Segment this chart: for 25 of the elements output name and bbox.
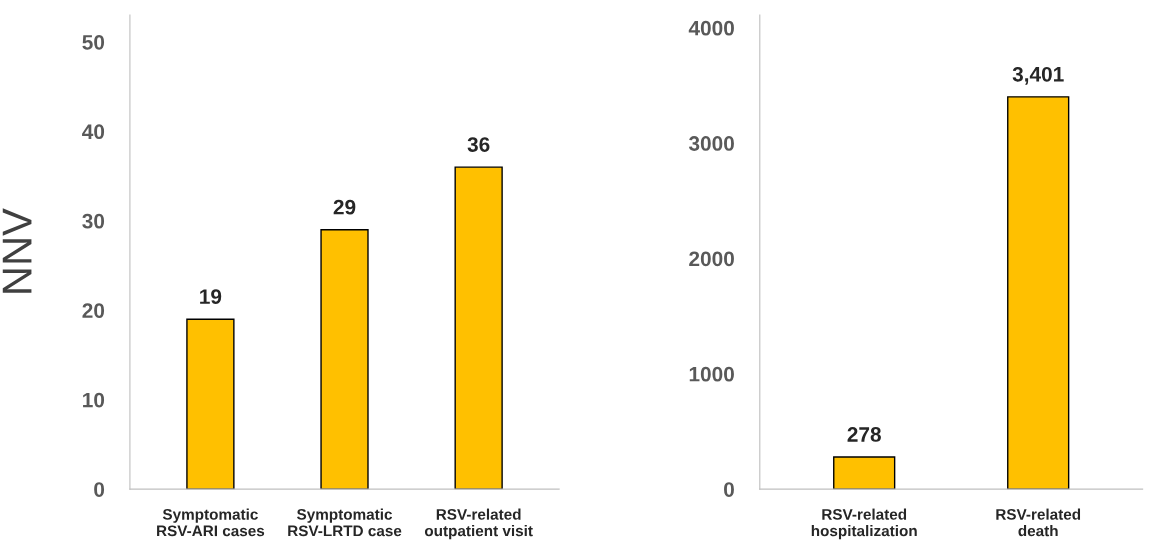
y-tick-label: 4000 — [688, 20, 734, 36]
x-tick-label: Symptomatic RSV-ARI cases — [157, 508, 265, 537]
data-label: 29 — [333, 199, 356, 215]
y-tick-label: 0 — [724, 482, 734, 497]
x-tick-label: Symptomatic RSV-LRTD case — [288, 508, 402, 537]
y-tick-label: 2000 — [689, 251, 734, 267]
y-tick-label: 30 — [82, 213, 105, 229]
y-tick-label: 10 — [83, 392, 105, 408]
y-tick-label: 3000 — [688, 136, 734, 151]
data-label: 278 — [847, 427, 881, 442]
bar — [320, 229, 369, 490]
bar — [186, 318, 235, 490]
y-tick-label: 50 — [82, 34, 105, 50]
y-tick-label: 40 — [82, 124, 105, 140]
x-tick-label: RSV-related hospitalization — [811, 508, 917, 540]
bar — [454, 166, 503, 490]
y-tick-label: 1000 — [689, 366, 734, 382]
x-tick-label: RSV-related death — [996, 508, 1081, 537]
data-label: 19 — [200, 289, 222, 304]
y-tick-label: 20 — [82, 303, 105, 318]
y-axis-title: NNV — [2, 208, 32, 293]
y-tick-label: 0 — [94, 482, 105, 497]
data-label: 36 — [467, 137, 490, 152]
x-tick-label: RSV-related outpatient visit — [424, 508, 533, 540]
data-label: 3,401 — [1012, 66, 1064, 85]
